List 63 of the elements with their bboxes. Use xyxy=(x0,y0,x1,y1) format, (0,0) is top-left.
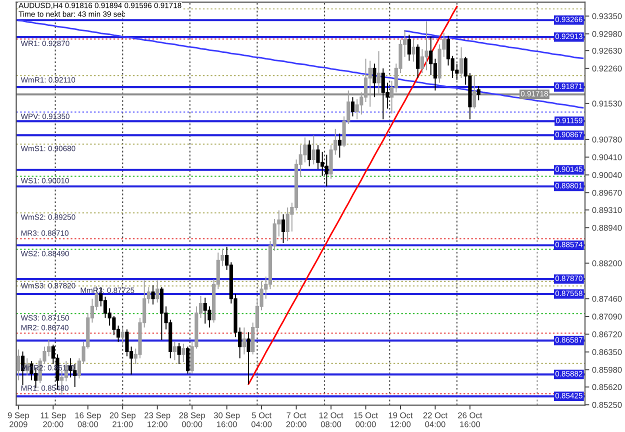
candlestick xyxy=(472,74,476,110)
line-series xyxy=(404,30,584,60)
y-tick-label: 0.91530 xyxy=(592,100,622,107)
candlestick xyxy=(177,342,181,364)
line-series xyxy=(248,6,458,385)
candlestick xyxy=(350,96,355,117)
x-tick-label: 16 Sep 08:00 xyxy=(75,412,101,428)
y-tick-label: 0.88940 xyxy=(592,224,622,231)
candlestick xyxy=(16,349,20,381)
x-tick-label: 19 Oct 12:00 xyxy=(388,412,413,428)
candlestick xyxy=(246,332,250,385)
candlestick xyxy=(203,297,207,324)
y-tick-label: 0.85620 xyxy=(592,384,622,390)
y-tick-label: 0.86720 xyxy=(592,331,622,338)
candlestick xyxy=(368,60,372,108)
candlestick xyxy=(151,284,155,305)
x-tick-label: 23 Sep 12:00 xyxy=(144,412,170,428)
y-tick-label: 0.89670 xyxy=(592,190,622,196)
candlestick xyxy=(476,85,480,101)
x-tick-label: 5 Oct 04:00 xyxy=(251,412,272,428)
y-tick-label: 0.92630 xyxy=(592,48,622,54)
x-tick-label: 20 Sep 21:00 xyxy=(110,412,136,428)
x-tick-label: 11 Sep 20:00 xyxy=(40,412,66,428)
x-tick-label: 7 Oct 20:00 xyxy=(286,412,306,428)
x-tick-label: 22 Oct 04:00 xyxy=(423,412,448,428)
candlestick xyxy=(156,280,160,304)
y-tick-label: 0.92260 xyxy=(592,66,622,72)
y-tick-label: 0.88200 xyxy=(592,260,622,266)
y-tick-label: 0.86350 xyxy=(592,349,622,356)
x-tick-label: 9 Sep 2009 xyxy=(8,412,29,428)
candlestick xyxy=(376,50,381,95)
candlestick xyxy=(182,343,186,363)
y-tick-label: 0.90040 xyxy=(592,172,622,178)
y-tick-label: 0.87090 xyxy=(592,314,622,320)
y-tick-label: 0.93350 xyxy=(592,13,622,20)
x-tick-label: 15 Oct 00:00 xyxy=(354,412,378,428)
y-tick-label: 0.85980 xyxy=(592,366,622,373)
candlestick xyxy=(412,39,416,62)
candlestick xyxy=(381,68,385,120)
y-tick-label: 0.89310 xyxy=(592,207,622,214)
y-tick-label: 0.85250 xyxy=(592,402,622,408)
y-tick-label: 0.90780 xyxy=(592,136,622,142)
candlestick xyxy=(416,44,420,78)
y-tick-label: 0.90410 xyxy=(592,154,622,160)
candlestick xyxy=(172,341,177,361)
x-tick-label: 12 Oct 08:00 xyxy=(319,412,344,428)
candlestick xyxy=(242,327,246,355)
candlestick xyxy=(281,214,286,244)
candlestick xyxy=(186,346,190,374)
x-tick-label: 26 Oct 16:00 xyxy=(458,412,482,428)
x-tick-label: 30 Sep 16:00 xyxy=(214,412,240,428)
candlestick xyxy=(459,46,464,78)
y-tick-label: 0.87460 xyxy=(592,296,622,302)
candlestick xyxy=(308,140,312,167)
x-tick-label: 28 Sep 00:00 xyxy=(179,412,205,428)
candlestick xyxy=(120,327,124,346)
candlestick xyxy=(424,20,428,71)
candlestick xyxy=(407,34,411,62)
candlestick xyxy=(312,135,316,165)
y-tick-label: 0.92980 xyxy=(592,31,622,37)
candlestick xyxy=(338,133,342,158)
candlestick xyxy=(372,63,376,98)
candlestick xyxy=(324,154,328,187)
